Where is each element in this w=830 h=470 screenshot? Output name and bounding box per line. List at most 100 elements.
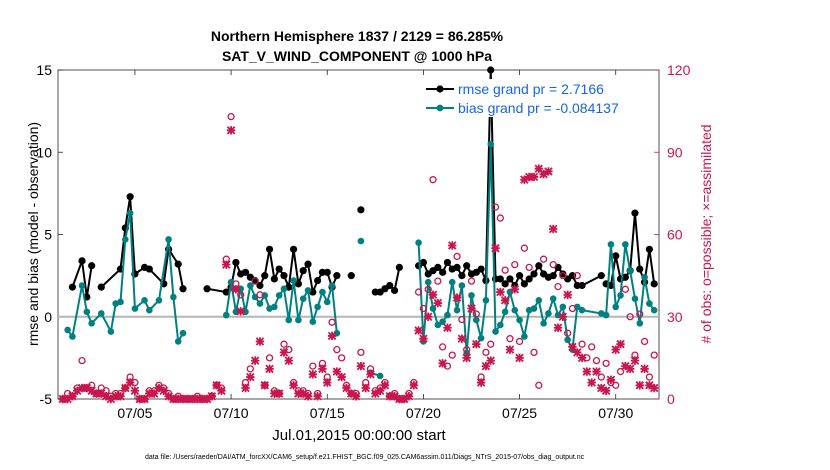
bias-point bbox=[578, 306, 586, 314]
obs-assimilated-point bbox=[587, 378, 596, 387]
obs-assimilated-point bbox=[212, 381, 221, 390]
obs-assimilated-marker bbox=[298, 389, 308, 398]
obs-possible-point bbox=[472, 310, 480, 318]
bias-point bbox=[290, 277, 297, 284]
ticks-layer: 07/05 07/10 07/15 07/20 07/25 07/30 -5 0 5 10 15 0 3… bbox=[36, 62, 690, 421]
obs-possible-point bbox=[640, 337, 649, 346]
obs-possible-point bbox=[429, 176, 437, 184]
obs-assimilated-marker bbox=[58, 394, 68, 404]
x-tick-label: 07/15 bbox=[310, 405, 345, 421]
obs-assimilated-marker bbox=[457, 334, 467, 343]
obs-assimilated-point bbox=[279, 348, 289, 357]
rmse-point bbox=[390, 286, 399, 295]
obs-assimilated-marker bbox=[246, 372, 255, 382]
bias-point bbox=[122, 236, 129, 243]
bias-point bbox=[458, 282, 466, 289]
obs-assimilated-point bbox=[375, 386, 385, 396]
obs-possible-point bbox=[328, 318, 336, 326]
rmse-point bbox=[621, 273, 629, 281]
obs-possible-point bbox=[438, 343, 447, 351]
obs-assimilated-point bbox=[351, 392, 361, 401]
bias-point bbox=[285, 316, 293, 324]
bias-point bbox=[170, 293, 177, 301]
obs-assimilated-point bbox=[390, 392, 399, 401]
bias-point bbox=[323, 298, 331, 306]
obs-assimilated-marker bbox=[222, 260, 231, 269]
obs-assimilated-point bbox=[529, 172, 539, 182]
bias-point bbox=[545, 310, 552, 317]
bias-point bbox=[415, 239, 422, 247]
obs-possible-point bbox=[448, 351, 456, 359]
rmse-point bbox=[386, 281, 394, 290]
obs-possible-point bbox=[588, 343, 596, 351]
y2-tick-label: 90 bbox=[667, 144, 683, 160]
obs-assimilated-point bbox=[121, 383, 130, 393]
obs-assimilated-point bbox=[193, 394, 202, 404]
bias-point bbox=[549, 295, 557, 302]
bias-point bbox=[309, 318, 317, 325]
obs-assimilated-point bbox=[298, 389, 308, 398]
obs-assimilated-point bbox=[616, 339, 625, 349]
series-layer bbox=[64, 66, 658, 380]
obs-assimilated-point bbox=[621, 361, 630, 371]
obs-assimilated-point bbox=[371, 389, 380, 398]
obs-assimilated-point bbox=[323, 378, 332, 387]
y2-tick-label: 0 bbox=[667, 391, 675, 407]
rmse-point bbox=[496, 275, 504, 283]
obs-assimilated-marker bbox=[159, 386, 169, 396]
bias-point bbox=[564, 336, 571, 344]
obs-assimilated-marker bbox=[587, 378, 596, 387]
obs-assimilated-marker bbox=[308, 370, 318, 379]
bias-point bbox=[88, 320, 95, 327]
obs-assimilated-point bbox=[505, 345, 515, 354]
obs-possible-point bbox=[578, 340, 586, 348]
y-tick-label: 10 bbox=[36, 144, 52, 160]
obs-assimilated-marker bbox=[640, 364, 649, 374]
obs-assimilated-point bbox=[544, 167, 553, 176]
obs-assimilated-point bbox=[462, 353, 471, 363]
bias-point bbox=[319, 288, 326, 296]
rmse-point bbox=[612, 252, 620, 260]
bias-point bbox=[179, 329, 187, 337]
obs-assimilated-point bbox=[68, 392, 77, 401]
obs-assimilated-point bbox=[380, 381, 390, 390]
bias-point bbox=[333, 329, 341, 337]
obs-assimilated-point bbox=[327, 331, 337, 341]
obs-assimilated-marker bbox=[82, 383, 92, 393]
obs-assimilated-point bbox=[198, 394, 207, 404]
obs-possible-point bbox=[357, 348, 365, 357]
obs-possible-point bbox=[414, 288, 423, 296]
obs-assimilated-marker bbox=[539, 169, 548, 179]
obs-assimilated-point bbox=[265, 364, 274, 374]
obs-assimilated-marker bbox=[597, 383, 606, 393]
obs-assimilated-point bbox=[573, 348, 582, 357]
obs-assimilated-point bbox=[246, 372, 255, 382]
rmse-point bbox=[501, 280, 509, 288]
obs-possible-point bbox=[592, 356, 601, 365]
obs-assimilated-point bbox=[140, 394, 149, 404]
obs-assimilated-marker bbox=[582, 367, 592, 376]
rmse-point bbox=[203, 285, 211, 293]
obs-assimilated-point bbox=[183, 394, 193, 404]
obs-assimilated-marker bbox=[145, 389, 154, 398]
obs-assimilated-marker bbox=[496, 287, 505, 297]
obs-possible-point bbox=[458, 315, 466, 324]
obs-assimilated-point bbox=[294, 389, 303, 398]
obs-assimilated-marker bbox=[106, 394, 116, 404]
rmse-point bbox=[487, 66, 495, 74]
obs-assimilated-point bbox=[496, 287, 505, 297]
obs-assimilated-marker bbox=[534, 164, 544, 173]
obs-assimilated-point bbox=[231, 285, 241, 294]
obs-assimilated-marker bbox=[260, 381, 269, 390]
bias-point bbox=[607, 241, 615, 248]
obs-assimilated-point bbox=[342, 383, 351, 393]
rmse-point bbox=[294, 280, 302, 288]
obs-assimilated-point bbox=[448, 241, 457, 250]
obs-assimilated-point bbox=[423, 312, 433, 321]
obs-possible-point bbox=[636, 310, 644, 318]
obs-assimilated-point bbox=[563, 290, 572, 300]
obs-assimilated-point bbox=[222, 260, 231, 269]
x-tick-label: 07/20 bbox=[406, 405, 441, 421]
bias-point bbox=[275, 292, 283, 299]
obs-assimilated-marker bbox=[375, 386, 385, 396]
